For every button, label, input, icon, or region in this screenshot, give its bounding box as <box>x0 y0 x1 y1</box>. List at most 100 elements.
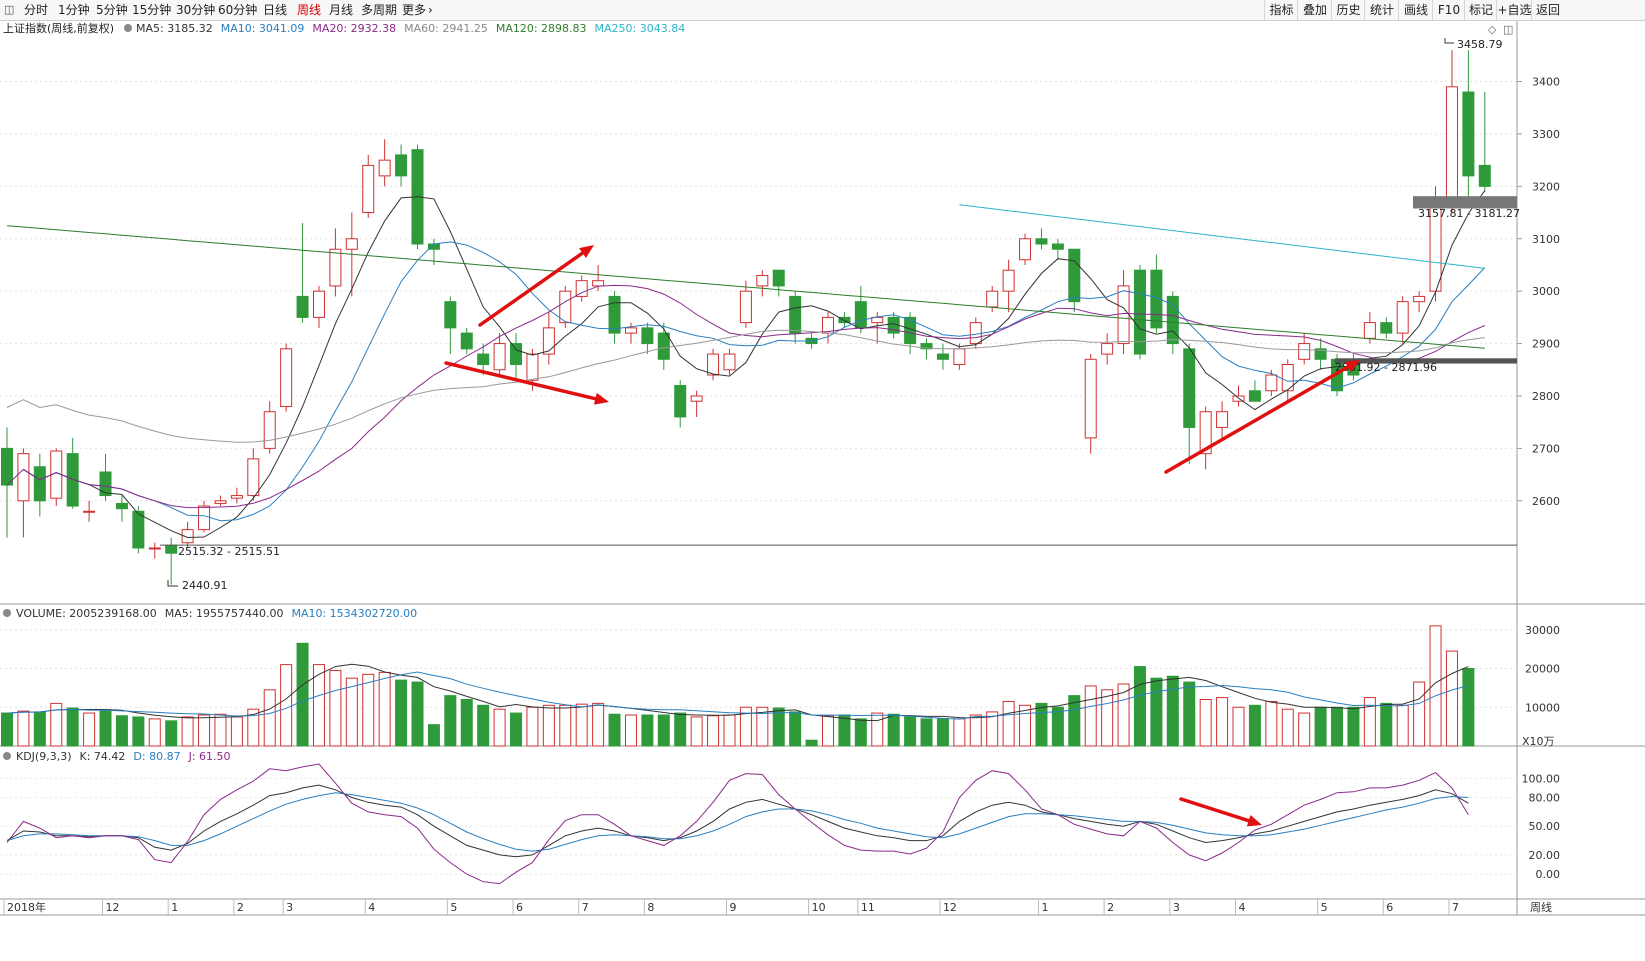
volume-bar-36 <box>592 702 605 747</box>
annotation-high-pointer <box>1444 38 1454 44</box>
candle-body-17 <box>280 348 293 407</box>
candle-body-71 <box>1166 295 1179 345</box>
volume-bar-87 <box>1429 625 1442 747</box>
candle-body-0 <box>1 447 13 486</box>
volume-bar-45 <box>739 706 752 747</box>
volume-collapse-icon <box>3 609 11 617</box>
period-tab-9[interactable]: 多周期 <box>361 3 398 17</box>
candle-body-44 <box>723 353 736 371</box>
period-tab-7[interactable]: 周线 <box>297 3 322 17</box>
volume-bar-17 <box>280 664 293 747</box>
volume-bar-29 <box>477 704 490 747</box>
volume-bar-89 <box>1462 668 1475 747</box>
time-label-7: 6 <box>516 901 523 914</box>
candle-body-34 <box>559 290 572 324</box>
volume-bar-41 <box>674 712 687 747</box>
candle-body-72 <box>1183 348 1196 428</box>
candle-body-28 <box>460 332 473 350</box>
volume-tick-label-2: 30000 <box>1525 624 1560 637</box>
main-ma-item-4: MA120: 2898.83 <box>496 22 587 35</box>
price-tick-label-5: 3100 <box>1532 233 1560 246</box>
volume-bar-44 <box>723 714 736 747</box>
candle-body-62 <box>1019 238 1032 261</box>
volume-bar-62 <box>1019 704 1032 747</box>
candle-body-37 <box>608 295 621 334</box>
menu-square-icon[interactable]: ◫ <box>4 3 15 16</box>
period-tab-6[interactable]: 日线 <box>263 3 288 17</box>
candle-body-58 <box>953 348 966 366</box>
toolbar-button-4[interactable]: 画线 <box>1398 0 1433 20</box>
candle-body-67 <box>1101 343 1114 355</box>
volume-bar-27 <box>444 695 457 747</box>
time-label-11: 10 <box>812 901 826 914</box>
candle-body-73 <box>1199 411 1212 455</box>
candle-body-68 <box>1117 285 1130 345</box>
toolbar-button-0[interactable]: 指标 <box>1264 0 1298 20</box>
chevron-right-icon[interactable]: › <box>428 3 433 17</box>
volume-bar-19 <box>312 664 325 747</box>
candle-body-12 <box>198 505 211 531</box>
toolbar-button-1[interactable]: 叠加 <box>1297 0 1332 20</box>
trend-arrow-kdj-head <box>1246 815 1262 827</box>
candle-body-38 <box>624 327 637 334</box>
period-tab-8[interactable]: 月线 <box>329 3 354 17</box>
kdj-header-item-3: J: 61.50 <box>188 750 231 763</box>
period-tab-0[interactable]: 分时 <box>24 3 49 17</box>
candle-body-66 <box>1084 358 1097 439</box>
volume-bar-1 <box>17 710 30 747</box>
period-tab-10[interactable]: 更多 <box>402 3 427 17</box>
candle-body-47 <box>772 269 785 287</box>
time-label-18: 5 <box>1321 901 1328 914</box>
volume-bar-61 <box>1002 700 1015 747</box>
volume-bar-37 <box>608 713 621 747</box>
period-tab-1[interactable]: 1分钟 <box>58 3 90 17</box>
volume-bar-83 <box>1363 697 1376 747</box>
candle-body-40 <box>657 332 670 360</box>
candle-body-46 <box>756 274 769 287</box>
volume-bar-54 <box>887 713 900 747</box>
time-label-0: 2018年 <box>7 900 46 914</box>
toolbar-button-5[interactable]: F10 <box>1432 0 1465 20</box>
support-zone-2862 <box>1335 358 1517 364</box>
kdj-d-line <box>6 792 1469 852</box>
volume-bar-47 <box>772 707 785 747</box>
period-tab-3[interactable]: 15分钟 <box>132 3 172 17</box>
candle-body-20 <box>329 248 342 287</box>
period-tab-2[interactable]: 5分钟 <box>96 3 128 17</box>
annotation-resistance-range: 3157.81 - 3181.27 <box>1418 207 1520 220</box>
trend-arrow-down-1-shaft <box>444 361 603 402</box>
trend-arrow-up-2-shaft <box>1164 362 1355 474</box>
kdj-k-line <box>6 784 1469 858</box>
volume-bar-68 <box>1117 683 1130 747</box>
candle-body-48 <box>789 295 802 334</box>
candle-body-61 <box>1002 269 1015 292</box>
volume-bar-65 <box>1068 695 1081 747</box>
resistance-zone-3157 <box>1413 196 1517 209</box>
candle-body-85 <box>1396 301 1409 334</box>
period-tab-4[interactable]: 30分钟 <box>176 3 216 17</box>
volume-bar-0 <box>1 712 13 747</box>
candle-body-56 <box>920 343 933 350</box>
candle-body-16 <box>263 411 276 449</box>
volume-bar-38 <box>624 714 637 747</box>
period-tab-5[interactable]: 60分钟 <box>218 3 258 17</box>
toolbar-button-8[interactable]: 返回 <box>1531 0 1564 20</box>
candle-body-79 <box>1298 343 1311 360</box>
toolbar-button-3[interactable]: 统计 <box>1364 0 1399 20</box>
candle-body-23 <box>378 159 391 177</box>
toolbar-button-6[interactable]: 标记 <box>1464 0 1497 20</box>
trend-arrow-kdj-shaft <box>1179 797 1256 825</box>
trend-arrow-up-2-head <box>1344 360 1360 373</box>
toolbar-button-7[interactable]: +自选 <box>1496 0 1532 20</box>
annotation-support-range: 2861.92 - 2871.96 <box>1335 361 1437 374</box>
volume-bar-71 <box>1166 675 1179 747</box>
diamond-icon: ◇ <box>1488 23 1497 36</box>
window-icon: ◫ <box>1503 23 1513 36</box>
toolbar-button-2[interactable]: 历史 <box>1331 0 1365 20</box>
time-label-14: 1 <box>1041 901 1048 914</box>
time-label-15: 2 <box>1107 901 1114 914</box>
volume-bar-70 <box>1150 677 1163 747</box>
candle-body-89 <box>1462 91 1475 177</box>
kdj-tick-label-4: 100.00 <box>1522 772 1561 785</box>
volume-tick-label-1: 20000 <box>1525 663 1560 676</box>
